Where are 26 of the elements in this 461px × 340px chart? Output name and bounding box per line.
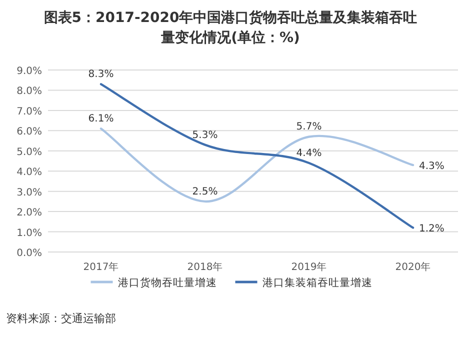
y-tick-label: 5.0% <box>16 146 42 158</box>
y-tick-label: 7.0% <box>16 106 42 118</box>
y-tick-label: 2.0% <box>16 208 42 219</box>
x-tick-label: 2020年 <box>395 261 431 273</box>
chart-title: 图表5：2017-2020年中国港口货物吞吐总量及集装箱吞吐量变化情况(单位：%) <box>44 10 418 46</box>
y-tick-label: 8.0% <box>16 86 42 98</box>
legend-label: 港口集装箱吞吐量增速 <box>262 276 372 289</box>
data-label: 2.5% <box>192 186 218 198</box>
x-tick-label: 2019年 <box>291 261 327 273</box>
y-tick-label: 0.0% <box>16 248 42 259</box>
y-tick-label: 3.0% <box>16 187 42 198</box>
data-label: 5.7% <box>296 122 322 133</box>
legend-label: 港口货物吞吐量增速 <box>118 276 217 289</box>
data-label: 1.2% <box>419 224 444 235</box>
y-tick-label: 6.0% <box>16 126 42 138</box>
x-tick-label: 2017年 <box>83 261 119 273</box>
data-label: 8.3% <box>88 69 114 80</box>
y-tick-label: 9.0% <box>16 66 42 77</box>
data-label: 4.4% <box>296 148 322 160</box>
data-label: 5.3% <box>192 130 218 141</box>
text: 资料来源：交通运输部 <box>6 312 116 325</box>
data-label: 6.1% <box>88 114 114 125</box>
data-label: 4.3% <box>419 161 444 172</box>
y-tick-label: 4.0% <box>16 167 42 178</box>
y-tick-label: 1.0% <box>16 228 42 239</box>
x-tick-label: 2018年 <box>187 261 223 273</box>
